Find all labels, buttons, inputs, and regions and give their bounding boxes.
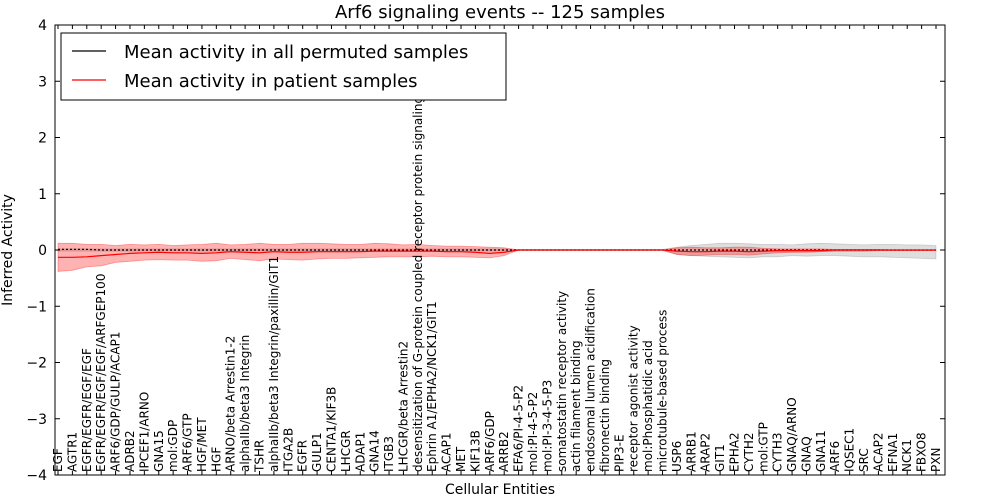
- y-tick-label: 2: [38, 131, 47, 147]
- x-tick-label: mol:PI-4-5-P2: [526, 392, 540, 472]
- x-tick-label: HGF: [209, 447, 223, 472]
- x-tick-label: ARNO/beta Arrestin1-2: [224, 336, 238, 472]
- legend-box: [60, 32, 507, 101]
- x-tick-label: PIP3-E: [612, 434, 626, 472]
- x-tick-label: somatostatin receptor activity: [555, 291, 569, 472]
- x-tick-label: ARF6/GTP: [181, 413, 195, 472]
- x-tick-label: IQSEC1: [843, 428, 857, 472]
- y-tick-label: 1: [38, 187, 47, 203]
- x-tick-label: EGFR/EGFR/EGF/EGF: [80, 348, 94, 472]
- y-tick-label: −2: [26, 356, 47, 372]
- x-tick-label: KIF13B: [468, 430, 482, 472]
- y-tick-label: −3: [26, 412, 47, 428]
- x-tick-label: PXN: [929, 448, 943, 472]
- x-tick-label: microtubule-based process: [656, 310, 670, 472]
- x-tick-label: GULP1: [310, 432, 324, 472]
- x-tick-label: ITGA2B: [281, 428, 295, 472]
- x-tick-label: EGF: [51, 448, 65, 472]
- x-tick-label: desensitization of G-protein coupled rec…: [411, 41, 425, 472]
- x-tick-label: Ephrin A1/EPHA2/NCK1/GIT1: [425, 301, 439, 472]
- x-tick-label: ADRB2: [123, 430, 137, 472]
- x-tick-label: mol:PI-3-4-5-P3: [540, 380, 554, 472]
- x-tick-label: FBXO8: [915, 432, 929, 472]
- x-tick-label: EPHA2: [728, 432, 742, 472]
- x-tick-label: GNAQ/ARNO: [785, 397, 799, 472]
- x-axis-label: Cellular Entities: [445, 482, 555, 498]
- patient-mean-line: [58, 249, 936, 258]
- x-tick-label: ACAP1: [440, 433, 454, 472]
- x-tick-label: endosomal lumen acidification: [584, 288, 598, 472]
- y-tick-label: 3: [38, 74, 47, 90]
- x-tick-label: MET: [454, 446, 468, 472]
- x-tick-label: EFNA1: [886, 433, 900, 472]
- y-tick-label: −1: [26, 299, 47, 315]
- x-tick-label: GIT1: [713, 444, 727, 472]
- x-tick-label: ARAP2: [699, 433, 713, 472]
- legend-patient-label: Mean activity in patient samples: [124, 71, 418, 92]
- x-tick-label: EGFR/EGFR/EGF/EGF/ARFGEP100: [94, 274, 108, 472]
- x-tick-label: ADAP1: [353, 432, 367, 472]
- x-tick-label: receptor agonist activity: [627, 325, 641, 472]
- x-tick-label: GNA11: [814, 430, 828, 472]
- x-tick-label: NCK1: [900, 439, 914, 472]
- x-tick-label: USP6: [670, 441, 684, 472]
- x-tick-label: LHCGR: [339, 430, 353, 472]
- x-tick-label: ARF6: [828, 441, 842, 472]
- x-tick-label: fibronectin binding: [598, 359, 612, 472]
- x-tick-label: GNAQ: [800, 436, 814, 472]
- x-tick-label: ARRB2: [497, 431, 511, 472]
- chart-title: Arf6 signaling events -- 125 samples: [335, 2, 665, 23]
- x-tick-label: mol:GTP: [756, 422, 770, 472]
- x-tick-label: ACAP2: [871, 433, 885, 472]
- x-tick-label: GNA14: [368, 430, 382, 472]
- x-tick-label: EFA6/PI-4-5-P2: [512, 385, 526, 472]
- x-tick-label: GNA15: [152, 430, 166, 472]
- x-tick-label: SRC: [857, 448, 871, 472]
- x-tick-label: TSHR: [253, 440, 267, 473]
- x-tick-label: ITGB3: [382, 436, 396, 472]
- x-tick-label: alphaIIb/beta3 Integrin: [238, 335, 252, 472]
- x-tick-label: EGFR: [296, 440, 310, 472]
- x-tick-label: mol:GDP: [166, 420, 180, 472]
- x-tick-label: HGF/MET: [195, 417, 209, 472]
- y-tick-label: 0: [38, 243, 47, 259]
- x-tick-label: alphaIIb/beta3 Integrin/paxillin/GIT1: [267, 256, 281, 472]
- x-tick-label: AGTR1: [65, 432, 79, 472]
- x-tick-label: ARF6/GDP: [483, 411, 497, 472]
- y-axis-label: Inferred Activity: [0, 194, 16, 306]
- x-tick-label: mol:Phosphatidic acid: [641, 340, 655, 472]
- x-tick-label: IPCEF1/ARNO: [137, 392, 151, 472]
- x-tick-label: CYTH3: [771, 433, 785, 473]
- legend-permuted-label: Mean activity in all permuted samples: [124, 42, 468, 63]
- y-tick-label: −4: [26, 468, 47, 484]
- x-tick-label: CYTH2: [742, 433, 756, 473]
- y-tick-label: 4: [38, 18, 47, 34]
- x-tick-label: LHCGR/beta Arrestin2: [396, 341, 410, 472]
- legend: Mean activity in all permuted samples Me…: [60, 32, 507, 101]
- x-tick-label: actin filament binding: [569, 340, 583, 472]
- x-tick-label: CENTA1/KIF3B: [325, 387, 339, 472]
- axes-frame: [54, 24, 946, 476]
- x-tick-label: ARF6/GDP/GULP/ACAP1: [109, 332, 123, 472]
- x-tick-label: ARRB1: [684, 431, 698, 472]
